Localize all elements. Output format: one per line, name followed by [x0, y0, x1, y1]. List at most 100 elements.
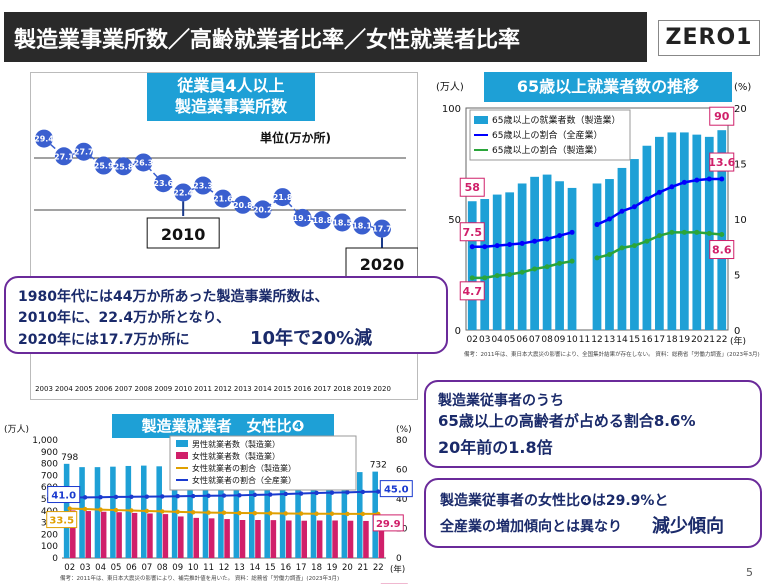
female-ratio-mfg-point	[345, 511, 350, 517]
manufacturing-ratio-point	[706, 230, 712, 236]
label-first-all-box	[47, 486, 81, 504]
x-tick-label: 14	[249, 563, 260, 573]
female-ratio-all-point	[329, 490, 335, 495]
x-tick-label: 21	[357, 563, 368, 573]
worker-bar	[542, 174, 552, 330]
chart2-svg: (万人) (%)1005002015105065歳以上の就業者数（製造業）65歳以…	[436, 81, 760, 358]
female-ratio-mfg-point	[314, 511, 319, 516]
female-bar	[162, 514, 169, 558]
data-label: 29.4	[34, 135, 54, 144]
manufacturing-ratio-point	[507, 272, 513, 277]
female-ratio-mfg-point	[129, 508, 134, 513]
callout-box-establishments: 1980年代には44万か所あった製造事業所数は、 2010年に、22.4万か所と…	[4, 276, 448, 354]
box2-line2: 65歳以上の高齢者が占める割合8.6%	[438, 412, 696, 430]
worker-bar	[467, 201, 477, 330]
callout-2010: 2010	[161, 225, 206, 244]
manufacturing-ratio-point	[719, 232, 725, 238]
left-unit: (万人)	[4, 424, 29, 435]
manufacturing-ratio-point	[656, 233, 662, 239]
all-industry-ratio-point	[544, 236, 550, 242]
x-tick-label: 03	[479, 335, 490, 345]
all-industry-ratio-point	[619, 208, 625, 214]
female-ratio-all-point	[252, 492, 258, 498]
y-left-tick: 0	[455, 326, 461, 337]
female-bar	[178, 516, 184, 558]
all-industry-ratio-point	[694, 177, 700, 183]
y-left-tick: 200	[41, 530, 58, 540]
female-ratio-all-point	[113, 494, 119, 500]
callout-box-female: 製造業従事者の女性比❹は29.9%と 全産業の増加傾向とは異なり 減少傾向	[424, 478, 762, 548]
all-industry-ratio-point	[519, 240, 525, 246]
year-tick-label: 2003	[35, 385, 53, 393]
x-tick-label: 02	[467, 335, 478, 345]
manufacturing-ratio-point	[669, 229, 675, 235]
legend-swatch-bar	[474, 116, 488, 124]
male-bar	[110, 466, 116, 558]
x-tick-label: 13	[234, 563, 245, 573]
label-first-bar: 58	[465, 181, 480, 194]
legend-swatch	[176, 452, 188, 459]
data-point	[134, 153, 153, 172]
year-tick-label: 2011	[194, 385, 212, 393]
female-ratio-all-point	[376, 489, 381, 494]
female-ratio-mfg-point	[360, 511, 366, 517]
female-ratio-all-point	[221, 493, 227, 498]
x-tick-label: 15	[265, 563, 276, 573]
x-tick-label: 08	[541, 335, 553, 345]
y-left-tick: 900	[41, 448, 58, 458]
manufacturing-ratio-point	[569, 258, 575, 264]
female-bar	[301, 520, 308, 558]
right-unit: (%)	[734, 82, 751, 93]
label-last-all: 13.6	[708, 156, 735, 169]
box1-emphasis: 10年で20%減	[250, 328, 373, 349]
worker-bar	[717, 130, 727, 330]
y-right-tick: 0	[396, 554, 402, 564]
x-tick-label: 22	[716, 335, 727, 345]
legend-label: 65歳以上の割合（製造業）	[492, 144, 602, 156]
manufacturing-ratio-point	[482, 275, 488, 281]
male-bar	[94, 467, 101, 558]
female-ratio-all-point	[268, 492, 273, 497]
label-first-total: 798	[61, 453, 78, 463]
manufacturing-ratio-point	[644, 238, 650, 244]
female-bar	[85, 511, 92, 558]
x-tick-label: 17	[654, 335, 665, 345]
female-ratio-all-point	[190, 493, 196, 499]
logo-text: ZERO1	[665, 25, 753, 50]
year-tick-label: 2005	[75, 385, 93, 393]
all-industry-ratio-point	[606, 216, 612, 222]
female-bar	[147, 513, 153, 558]
data-point	[54, 147, 73, 166]
all-industry-ratio-point	[494, 243, 500, 249]
callout-2020: 2020	[360, 255, 405, 274]
data-point	[293, 208, 312, 227]
chart1-frame	[30, 72, 418, 400]
box1-line1: 1980年代には44万か所あった製造事業所数は、	[18, 289, 329, 305]
all-industry-ratio-point	[594, 222, 600, 228]
data-point	[373, 219, 391, 238]
data-label: 18.8	[312, 216, 332, 225]
x-tick-label: 09	[172, 563, 183, 573]
y-right-tick: 10	[734, 215, 747, 226]
y-left-tick: 700	[41, 471, 58, 481]
female-ratio-all-point	[98, 495, 103, 500]
chart1-title-line1: 従業員4人以上	[177, 76, 285, 95]
female-ratio-all-point	[82, 495, 88, 500]
manufacturing-ratio-point	[631, 243, 637, 249]
callout-box-elderly: 製造業従事者のうち 65歳以上の高齢者が占める割合8.6% 20年前の1.8倍	[424, 380, 762, 468]
year-unit: (年)	[390, 564, 405, 575]
y-right-tick: 60	[396, 466, 408, 476]
male-bar	[79, 467, 85, 558]
x-tick-label: 12	[219, 563, 230, 573]
title-bar	[4, 12, 647, 62]
data-label: 18.5	[332, 218, 352, 227]
female-ratio-mfg-point	[113, 507, 119, 513]
y-left-tick: 0	[52, 554, 58, 564]
data-label: 23.3	[193, 182, 213, 191]
all-industry-ratio-point	[569, 229, 575, 235]
right-unit: (%)	[396, 425, 412, 435]
x-tick-label: 02	[64, 563, 75, 573]
x-tick-label: 07	[529, 335, 540, 345]
chart3-svg: (万人)(%)1,0009008007006005004003002001000…	[4, 424, 413, 584]
chart2-title: 65歳以上就業者数の推移	[484, 72, 732, 102]
